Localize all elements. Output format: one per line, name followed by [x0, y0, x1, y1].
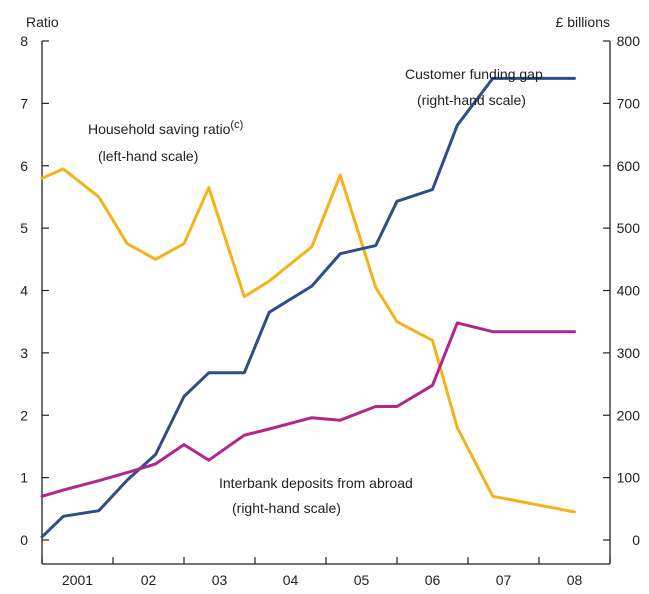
funding-gap-scale-label: (right-hand scale) [417, 92, 526, 108]
x-tick-label: 05 [354, 572, 370, 588]
right-tick-label: 0 [632, 532, 640, 548]
x-tick-label: 06 [425, 572, 441, 588]
right-tick-label: 600 [617, 158, 641, 174]
left-tick-label: 8 [20, 33, 28, 49]
series-line-2 [40, 321, 576, 498]
right-tick-label: 200 [617, 407, 641, 423]
x-tick-label: 02 [141, 572, 157, 588]
series-line-1 [40, 76, 576, 539]
left-tick-label: 0 [20, 532, 28, 548]
x-tick-label: 03 [212, 572, 228, 588]
right-tick-label: 700 [617, 95, 641, 111]
left-tick-label: 5 [20, 220, 28, 236]
left-axis-title: Ratio [26, 14, 59, 30]
right-tick-label: 500 [617, 220, 641, 236]
right-axis: 0 100 200 300 400 500 600 700 800 [603, 33, 640, 548]
x-tick-label: 04 [283, 572, 299, 588]
series-layer [40, 76, 576, 539]
right-tick-label: 400 [617, 283, 641, 299]
series-line-0 [40, 167, 576, 514]
interbank-label: Interbank deposits from abroad [219, 475, 413, 491]
right-tick-label: 100 [617, 470, 641, 486]
x-tick-label: 08 [567, 572, 583, 588]
left-tick-label: 7 [20, 95, 28, 111]
left-tick-label: 6 [20, 158, 28, 174]
x-tick-label: 07 [496, 572, 512, 588]
left-axis: 0 1 2 3 4 5 6 7 8 [20, 33, 49, 548]
left-tick-label: 4 [20, 283, 28, 299]
saving-ratio-label: Household saving ratio(c) [88, 119, 243, 137]
right-axis-title: £ billions [556, 14, 610, 30]
x-axis: 2001 02 03 04 05 06 07 08 [41, 557, 611, 588]
left-tick-label: 2 [20, 407, 28, 423]
right-tick-label: 300 [617, 345, 641, 361]
left-tick-label: 1 [20, 470, 28, 486]
interbank-scale-label: (right-hand scale) [232, 500, 341, 516]
funding-gap-label: Customer funding gap [405, 66, 543, 82]
saving-ratio-scale-label: (left-hand scale) [98, 148, 198, 164]
x-tick-label: 2001 [62, 572, 93, 588]
left-tick-label: 3 [20, 345, 28, 361]
right-tick-label: 800 [617, 33, 641, 49]
